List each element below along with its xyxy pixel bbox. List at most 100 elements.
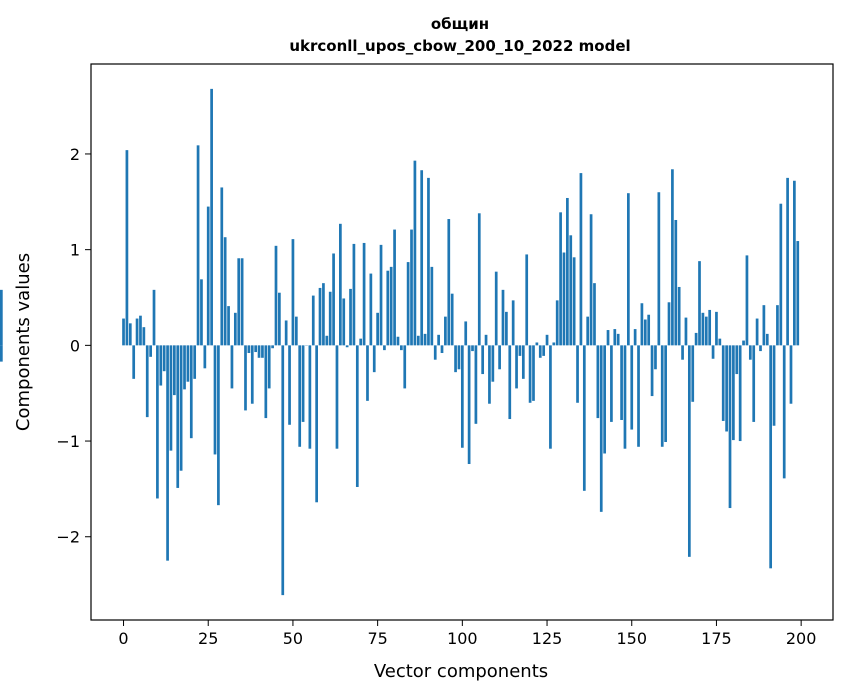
plot-frame [90, 63, 834, 621]
bar [552, 342, 556, 346]
bar [410, 229, 413, 346]
bar [135, 318, 139, 346]
bar [420, 170, 424, 346]
bar [183, 345, 186, 390]
bar [444, 316, 447, 346]
bar [637, 345, 640, 447]
bar [376, 312, 379, 346]
bar [765, 333, 769, 346]
x-tick-label: 50 [283, 629, 303, 648]
bar [515, 345, 518, 389]
bar [657, 192, 661, 346]
bar [630, 345, 634, 430]
bar [389, 266, 393, 346]
bar [610, 345, 613, 422]
bar [416, 335, 420, 346]
bar [176, 345, 180, 488]
bar [156, 345, 159, 499]
bar [447, 219, 451, 346]
bar [427, 177, 430, 346]
bar [596, 345, 600, 419]
bar [671, 169, 674, 346]
bar [708, 309, 712, 346]
bar [660, 345, 664, 447]
bar [549, 345, 552, 449]
bar [677, 286, 681, 346]
bar [145, 345, 149, 418]
bar [474, 345, 478, 424]
bar [620, 345, 623, 420]
bar [0, 289, 3, 346]
bar [400, 345, 403, 351]
bar [782, 345, 786, 479]
bar [718, 338, 722, 346]
x-tick-label: 0 [118, 629, 128, 648]
bar [281, 345, 285, 596]
bar [186, 345, 190, 382]
bar [386, 270, 390, 346]
bar [128, 323, 132, 346]
bar [582, 345, 586, 491]
bar [606, 330, 610, 346]
bar [745, 255, 749, 346]
bar [355, 345, 359, 487]
bar [545, 334, 549, 346]
bar [613, 329, 617, 346]
bar [748, 345, 752, 360]
bar [691, 345, 695, 402]
bar [603, 345, 606, 454]
bar [579, 173, 583, 346]
bar [437, 334, 440, 346]
bar [528, 345, 532, 403]
bar [342, 298, 346, 346]
bar [274, 245, 278, 346]
bar [159, 345, 163, 386]
bar [715, 311, 718, 346]
y-tick-label: −1 [56, 432, 80, 451]
bar [566, 197, 569, 346]
bar [210, 88, 213, 346]
bar [711, 345, 715, 359]
bar [542, 345, 546, 356]
x-tick-label: 100 [447, 629, 478, 648]
bar [681, 345, 684, 360]
bar [491, 345, 495, 382]
bar [664, 345, 667, 442]
bar [166, 345, 169, 561]
bar [481, 345, 485, 375]
bar [633, 329, 637, 346]
bar [698, 261, 701, 346]
bar [423, 333, 427, 346]
bar [288, 345, 291, 425]
y-tick-label: −2 [56, 528, 80, 547]
y-tick-label: 2 [70, 145, 80, 164]
bar [261, 345, 264, 358]
bar [728, 345, 732, 509]
bar [379, 244, 383, 346]
bar [318, 287, 322, 346]
bar [687, 345, 691, 557]
bar [786, 177, 789, 346]
x-axis-label: Vector components [374, 661, 548, 682]
y-tick-label: 1 [70, 241, 80, 260]
bar [569, 235, 573, 346]
bar [538, 345, 542, 358]
bar [586, 316, 590, 346]
bar [325, 335, 329, 346]
bars-group [0, 88, 800, 596]
bar [796, 241, 800, 346]
bar [525, 254, 529, 346]
bar [291, 239, 295, 346]
bar [328, 291, 332, 346]
bar [403, 345, 407, 389]
bar [372, 345, 376, 373]
bar [301, 345, 305, 422]
bar [769, 345, 773, 569]
bar [359, 338, 363, 346]
bar [172, 345, 176, 396]
bar [125, 150, 129, 346]
bar [752, 345, 756, 422]
bar [779, 203, 783, 346]
bar [725, 345, 728, 432]
bar [267, 345, 271, 389]
